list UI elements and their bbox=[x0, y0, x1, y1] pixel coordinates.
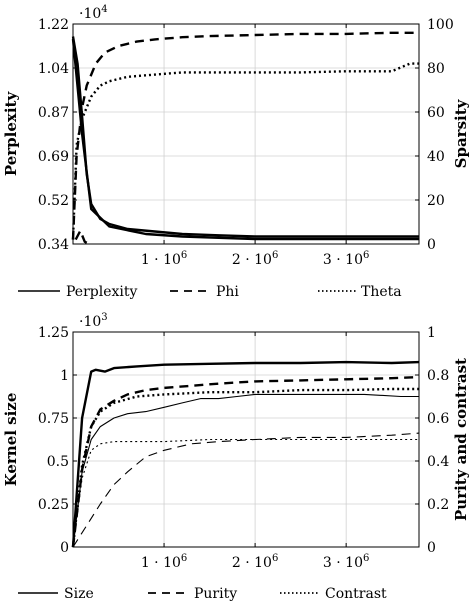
plot-frame bbox=[72, 331, 420, 548]
y-multiplier: ·104 bbox=[79, 4, 108, 22]
x-tick-label: 1 · 106 bbox=[141, 250, 187, 268]
y-tick-label: 0.34 bbox=[38, 237, 69, 253]
y2-tick-label: 80 bbox=[427, 61, 445, 77]
series-line-size bbox=[71, 360, 420, 548]
legend-label-purity: Purity bbox=[194, 586, 237, 602]
series-line-theta bbox=[71, 62, 419, 240]
series-line bbox=[74, 229, 90, 246]
y-tick-label: 0.69 bbox=[38, 149, 69, 165]
series-line bbox=[72, 432, 420, 548]
y-tick-label: 0.5 bbox=[47, 454, 69, 470]
y2-axis-label: Purity and contrast bbox=[452, 358, 470, 521]
y2-tick-label: 20 bbox=[427, 193, 445, 209]
y-tick-label: 0.25 bbox=[38, 497, 69, 513]
y2-tick-label: 0 bbox=[427, 237, 436, 253]
y2-tick-label: 0.4 bbox=[427, 454, 449, 470]
legend-label-size: Size bbox=[64, 586, 94, 602]
series-line-perplexity bbox=[71, 36, 419, 238]
legend-label-perplexity: Perplexity bbox=[66, 284, 137, 300]
y-tick-label: 0 bbox=[60, 540, 69, 556]
y-tick-label: 1.25 bbox=[38, 325, 69, 341]
y2-tick-label: 0 bbox=[427, 540, 436, 556]
y2-axis-label: Sparsity bbox=[452, 98, 470, 168]
y2-tick-label: 1 bbox=[427, 325, 436, 341]
y2-tick-label: 100 bbox=[427, 17, 454, 33]
series-line-purity bbox=[71, 375, 420, 548]
y2-tick-label: 0.8 bbox=[427, 368, 449, 384]
series-line bbox=[71, 38, 419, 241]
plot-frame bbox=[72, 23, 420, 245]
y-axis-label: Perplexity bbox=[2, 91, 20, 177]
x-tick-label: 1 · 106 bbox=[141, 553, 187, 571]
x-tick-label: 3 · 106 bbox=[323, 250, 369, 268]
y-axis-label: Kernel size bbox=[2, 393, 20, 487]
y-tick-label: 1.04 bbox=[38, 61, 69, 77]
legend-label-contrast: Contrast bbox=[325, 586, 387, 602]
x-tick-label: 2 · 106 bbox=[232, 250, 278, 268]
legend-label-theta: Theta bbox=[361, 284, 402, 300]
y2-tick-label: 40 bbox=[427, 149, 445, 165]
y2-tick-label: 0.6 bbox=[427, 411, 449, 427]
series-line-phi bbox=[71, 31, 419, 240]
series-line bbox=[72, 393, 419, 548]
y-tick-label: 1 bbox=[60, 368, 69, 384]
series-line-contrast bbox=[71, 387, 419, 548]
y2-tick-label: 0.2 bbox=[427, 497, 449, 513]
y-tick-label: 1.22 bbox=[38, 17, 69, 33]
y-tick-label: 0.52 bbox=[38, 193, 69, 209]
y-multiplier: ·103 bbox=[79, 312, 108, 330]
x-tick-label: 2 · 106 bbox=[232, 553, 278, 571]
series-line bbox=[72, 438, 419, 548]
x-tick-label: 3 · 106 bbox=[323, 553, 369, 571]
legend-label-phi: Phi bbox=[216, 284, 239, 300]
y-tick-label: 0.87 bbox=[38, 105, 69, 121]
y-tick-label: 0.75 bbox=[38, 411, 69, 427]
y2-tick-label: 60 bbox=[427, 105, 445, 121]
